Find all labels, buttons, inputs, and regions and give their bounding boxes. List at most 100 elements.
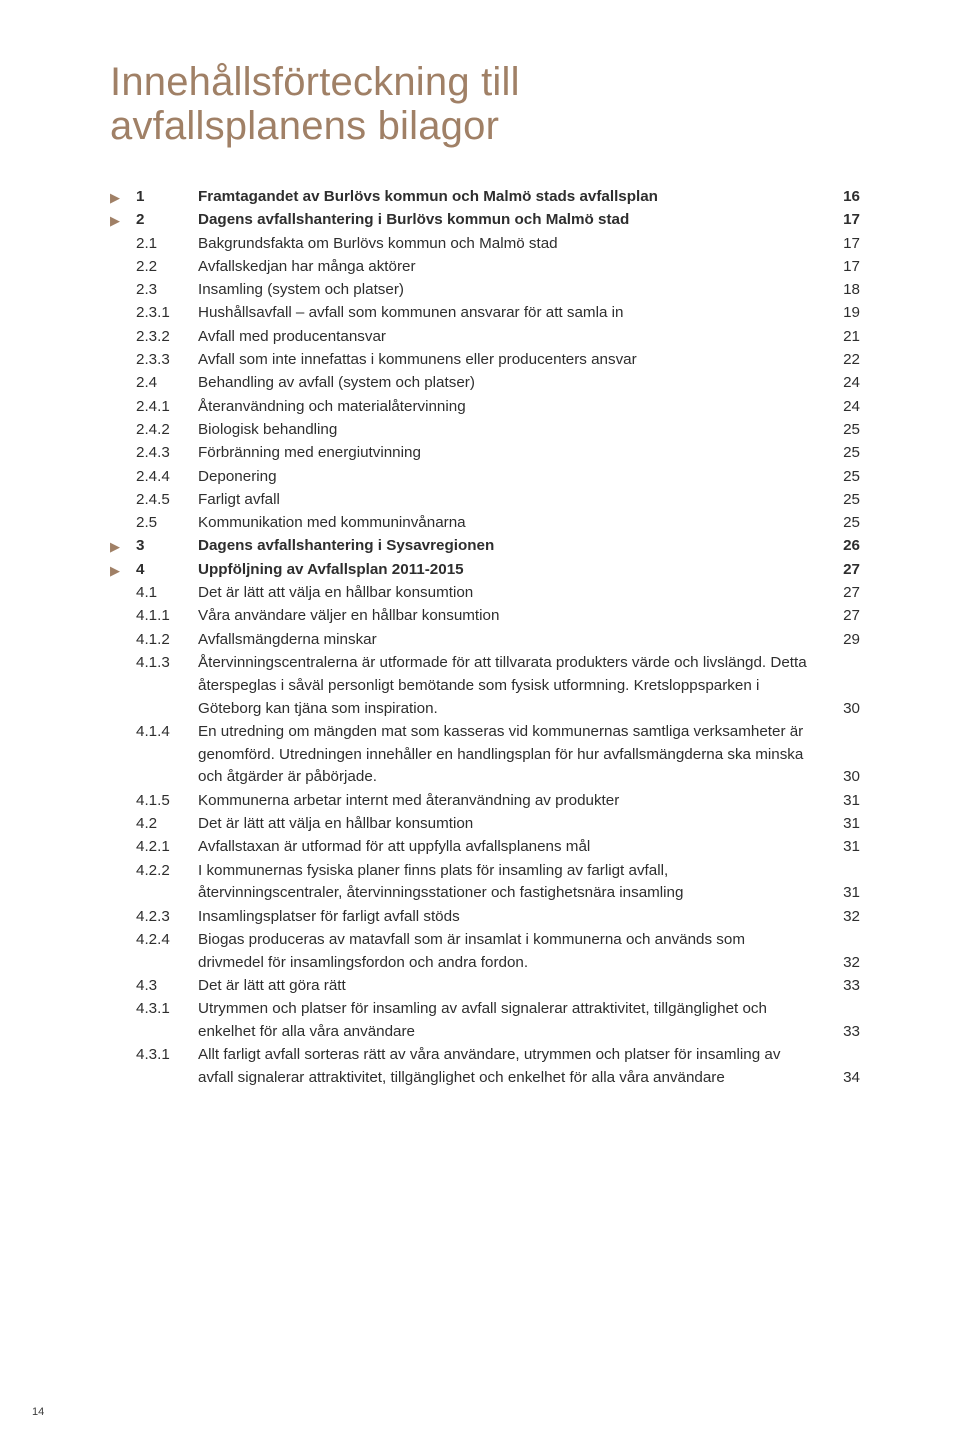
toc-row: 4.3.1Allt farligt avfall sorteras rätt a… — [110, 1044, 860, 1090]
toc-row: 2.4.5Farligt avfall25 — [110, 489, 860, 512]
toc-number: 4.3.1 — [136, 998, 198, 1021]
toc-number: 2.4.2 — [136, 419, 198, 442]
toc-page: 31 — [828, 813, 860, 836]
toc-text: Utrymmen och platser för insamling av av… — [198, 998, 828, 1044]
toc-text: Deponering — [198, 466, 828, 489]
toc-number: 4.1.1 — [136, 605, 198, 628]
toc-text: I kommunernas fysiska planer finns plats… — [198, 860, 828, 906]
triangle-bullet-icon: ▶ — [110, 211, 120, 231]
toc-page: 25 — [828, 466, 860, 489]
toc-text: Insamlingsplatser för farligt avfall stö… — [198, 906, 828, 929]
toc-page: 22 — [828, 349, 860, 372]
toc-page: 19 — [828, 302, 860, 325]
toc-number: 2.4.3 — [136, 442, 198, 465]
title-line-1: Innehållsförteckning till — [110, 60, 520, 104]
toc-page: 32 — [828, 952, 860, 975]
toc-text: Biologisk behandling — [198, 419, 828, 442]
toc-number: 2.4.5 — [136, 489, 198, 512]
toc-number: 2.4 — [136, 372, 198, 395]
toc-row: 2.3Insamling (system och platser)18 — [110, 279, 860, 302]
toc-page: 27 — [828, 559, 860, 582]
toc-text: Avfallskedjan har många aktörer — [198, 256, 828, 279]
toc-row: 4.2.1Avfallstaxan är utformad för att up… — [110, 836, 860, 859]
toc-number: 4.2 — [136, 813, 198, 836]
toc-text: Förbränning med energiutvinning — [198, 442, 828, 465]
triangle-bullet-icon: ▶ — [110, 188, 120, 208]
toc-row: 4.3Det är lätt att göra rätt33 — [110, 975, 860, 998]
toc-page: 31 — [828, 790, 860, 813]
toc-row: 4.2.3Insamlingsplatser för farligt avfal… — [110, 906, 860, 929]
toc-text: Avfallsmängderna minskar — [198, 629, 828, 652]
toc-page: 24 — [828, 372, 860, 395]
page-title: Innehållsförteckning till avfallsplanens… — [110, 60, 860, 148]
toc-page: 33 — [828, 1021, 860, 1044]
title-line-2: avfallsplanens bilagor — [110, 104, 499, 148]
toc-page: 24 — [828, 396, 860, 419]
triangle-bullet-icon: ▶ — [110, 561, 120, 581]
toc-number: 4.1.5 — [136, 790, 198, 813]
toc-text: Biogas produceras av matavfall som är in… — [198, 929, 828, 975]
toc-row: 4.1.2Avfallsmängderna minskar29 — [110, 629, 860, 652]
toc-row: 4.1.5Kommunerna arbetar internt med åter… — [110, 790, 860, 813]
toc-number: 4.3 — [136, 975, 198, 998]
toc-row: ▶1Framtagandet av Burlövs kommun och Mal… — [110, 186, 860, 209]
toc-text: Behandling av avfall (system och platser… — [198, 372, 828, 395]
toc-text: Farligt avfall — [198, 489, 828, 512]
toc-number: 2.3.3 — [136, 349, 198, 372]
toc-row: 2.3.1Hushållsavfall – avfall som kommune… — [110, 302, 860, 325]
toc-page: 17 — [828, 209, 860, 232]
toc-row: 4.2.2I kommunernas fysiska planer finns … — [110, 860, 860, 906]
toc-row: 2.1Bakgrundsfakta om Burlövs kommun och … — [110, 233, 860, 256]
toc-number: 4.2.1 — [136, 836, 198, 859]
toc-number: 4.2.2 — [136, 860, 198, 883]
document-page: Innehållsförteckning till avfallsplanens… — [0, 0, 960, 1090]
toc-bullet-col: ▶ — [110, 209, 136, 232]
toc-text: Det är lätt att välja en hållbar konsumt… — [198, 582, 828, 605]
toc-number: 2 — [136, 209, 198, 232]
toc-number: 3 — [136, 535, 198, 558]
toc-text: Dagens avfallshantering i Burlövs kommun… — [198, 209, 828, 232]
toc-number: 2.5 — [136, 512, 198, 535]
toc-page: 17 — [828, 233, 860, 256]
toc-text: Kommunikation med kommuninvånarna — [198, 512, 828, 535]
toc-page: 25 — [828, 419, 860, 442]
toc-text: Det är lätt att välja en hållbar konsumt… — [198, 813, 828, 836]
toc-row: 2.2Avfallskedjan har många aktörer17 — [110, 256, 860, 279]
toc-page: 27 — [828, 582, 860, 605]
toc-number: 4.1.2 — [136, 629, 198, 652]
toc-page: 21 — [828, 326, 860, 349]
toc-number: 2.3 — [136, 279, 198, 302]
toc-row: 2.3.3Avfall som inte innefattas i kommun… — [110, 349, 860, 372]
toc-row: 2.5Kommunikation med kommuninvånarna25 — [110, 512, 860, 535]
toc-text: En utredning om mängden mat som kasseras… — [198, 721, 828, 789]
toc-row: 4.1.4En utredning om mängden mat som kas… — [110, 721, 860, 789]
toc-number: 4.1 — [136, 582, 198, 605]
toc-text: Det är lätt att göra rätt — [198, 975, 828, 998]
toc-bullet-col: ▶ — [110, 186, 136, 209]
toc-page: 27 — [828, 605, 860, 628]
toc-number: 4.3.1 — [136, 1044, 198, 1067]
toc-row: ▶4Uppföljning av Avfallsplan 2011-201527 — [110, 559, 860, 582]
toc-row: 4.2.4Biogas produceras av matavfall som … — [110, 929, 860, 975]
toc-number: 1 — [136, 186, 198, 209]
toc-row: 4.2Det är lätt att välja en hållbar kons… — [110, 813, 860, 836]
toc-row: 4.3.1Utrymmen och platser för insamling … — [110, 998, 860, 1044]
toc-text: Återanvändning och materialåtervinning — [198, 396, 828, 419]
toc-number: 2.3.1 — [136, 302, 198, 325]
toc-bullet-col: ▶ — [110, 535, 136, 558]
toc-row: 4.1.3 Återvinningscentralerna är utforma… — [110, 652, 860, 720]
toc-number: 4.2.4 — [136, 929, 198, 952]
triangle-bullet-icon: ▶ — [110, 537, 120, 557]
toc-page: 32 — [828, 906, 860, 929]
toc-row: 2.4.1Återanvändning och materialåtervinn… — [110, 396, 860, 419]
toc-number: 2.4.4 — [136, 466, 198, 489]
toc-text: Våra användare väljer en hållbar konsumt… — [198, 605, 828, 628]
toc-text: Kommunerna arbetar internt med återanvän… — [198, 790, 828, 813]
toc-page: 29 — [828, 629, 860, 652]
toc-page: 31 — [828, 836, 860, 859]
toc-bullet-col: ▶ — [110, 559, 136, 582]
toc-page: 25 — [828, 442, 860, 465]
toc-text: Insamling (system och platser) — [198, 279, 828, 302]
toc-text: Allt farligt avfall sorteras rätt av vår… — [198, 1044, 828, 1090]
toc-row: 2.4.2Biologisk behandling25 — [110, 419, 860, 442]
